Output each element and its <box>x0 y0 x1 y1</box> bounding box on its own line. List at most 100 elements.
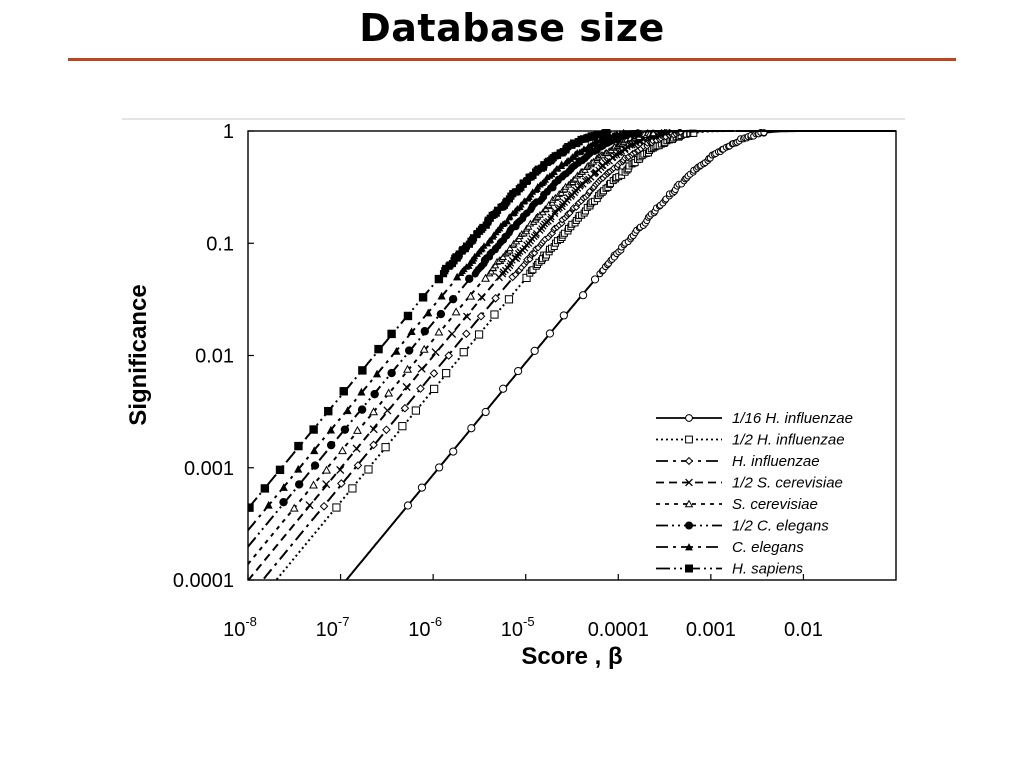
marker-open-diamond <box>444 351 454 360</box>
marker-filled-triangle <box>622 130 630 137</box>
marker-open-square <box>474 330 484 339</box>
legend-label: 1/2 H. influenzae <box>732 432 845 449</box>
marker-open-diamond <box>491 293 500 303</box>
marker-filled-triangle <box>437 291 446 300</box>
marker-open-square <box>411 406 420 415</box>
series-dense-markers <box>439 129 611 278</box>
marker-open-circle <box>481 407 490 417</box>
x-axis-label: Score , β <box>521 643 622 670</box>
legend-item: 1/2 C. elegans <box>656 518 829 535</box>
legend-label: 1/16 H. influenzae <box>732 410 853 427</box>
series-markers <box>279 256 490 507</box>
marker-open-triangle <box>451 307 461 316</box>
marker-filled-square <box>685 564 693 573</box>
marker-open-circle <box>545 329 554 338</box>
marker-open-triangle <box>353 425 362 434</box>
marker-open-square <box>381 443 390 452</box>
marker-cross <box>611 151 619 159</box>
marker-filled-triangle <box>392 347 401 355</box>
legend-item: C. elegans <box>656 539 804 556</box>
marker-open-diamond <box>558 219 566 227</box>
marker-filled-triangle <box>343 406 352 415</box>
legend-label: C. elegans <box>732 539 804 556</box>
marker-filled-circle <box>685 521 693 530</box>
marker-filled-triangle <box>453 272 462 281</box>
y-tick-label: 0.1 <box>206 233 234 255</box>
marker-filled-triangle <box>264 500 273 509</box>
marker-open-triangle <box>466 291 476 300</box>
x-tick-label: 0.0001 <box>588 619 649 641</box>
marker-open-diamond <box>353 461 363 470</box>
marker-open-square <box>364 465 373 474</box>
marker-filled-triangle <box>503 217 511 225</box>
marker-open-diamond <box>337 479 346 488</box>
marker-open-diamond <box>462 329 471 339</box>
marker-open-circle <box>435 463 444 472</box>
y-axis-label: Significance <box>125 284 152 425</box>
marker-open-diamond <box>369 440 378 450</box>
marker-cross <box>352 444 361 453</box>
marker-cross <box>369 425 378 434</box>
marker-open-diamond <box>511 270 520 279</box>
marker-filled-triangle <box>326 425 336 434</box>
marker-cross <box>447 329 457 338</box>
marker-open-triangle <box>649 129 658 137</box>
marker-open-triangle <box>684 499 694 508</box>
marker-filled-circle <box>465 274 474 283</box>
marker-cross <box>663 129 671 136</box>
y-tick-label: 1 <box>223 121 234 143</box>
marker-open-square <box>348 484 357 493</box>
marker-open-circle <box>449 447 458 456</box>
marker-filled-triangle <box>372 369 382 378</box>
marker-cross <box>499 270 507 278</box>
marker-filled-circle <box>326 440 336 450</box>
marker-open-square <box>504 295 514 304</box>
axes: 1 0.1 0.01 0.001 0.0001 10-8 10-7 10-6 10-5 0.000… <box>122 118 905 641</box>
marker-open-square <box>398 422 407 431</box>
marker-filled-triangle <box>310 446 319 455</box>
marker-cross <box>431 348 440 357</box>
x-tick-label: 0.01 <box>784 619 823 641</box>
marker-filled-square <box>358 366 367 375</box>
marker-open-diamond <box>382 425 391 435</box>
legend: 1/16 H. influenzae 1/2 H. influenzae H. in… <box>656 410 853 578</box>
marker-cross <box>581 177 589 185</box>
marker-filled-square <box>387 329 396 339</box>
y-tick-label: 0.0001 <box>173 570 234 592</box>
marker-filled-square <box>451 254 459 262</box>
marker-open-square <box>442 369 451 378</box>
y-tick-label: 0.001 <box>184 458 234 480</box>
marker-open-diamond <box>566 209 574 217</box>
marker-filled-square <box>603 129 611 136</box>
marker-filled-square <box>275 465 285 475</box>
legend-item: 1/2 H. influenzae <box>656 432 845 449</box>
marker-cross <box>402 382 411 392</box>
marker-open-diamond <box>585 187 594 196</box>
marker-filled-triangle <box>294 464 303 473</box>
marker-filled-square <box>248 503 254 512</box>
x-tick-label: 0.001 <box>686 619 736 641</box>
marker-filled-square <box>260 484 270 493</box>
marker-cross <box>551 210 559 218</box>
legend-label: H. sapiens <box>732 561 803 578</box>
marker-filled-square <box>324 406 333 416</box>
marker-open-diamond <box>476 311 486 321</box>
marker-open-triangle <box>419 344 429 353</box>
marker-filled-circle <box>404 346 414 355</box>
plot-area <box>248 129 896 580</box>
marker-filled-triangle <box>407 327 416 336</box>
legend-item: H. influenzae <box>656 453 820 470</box>
series-3 <box>261 129 896 580</box>
marker-filled-circle <box>310 461 320 470</box>
marker-open-triangle <box>322 465 331 474</box>
marker-filled-triangle <box>529 188 537 195</box>
marker-open-diamond <box>416 384 425 393</box>
marker-open-square <box>332 503 341 512</box>
marker-filled-circle <box>420 327 429 336</box>
marker-filled-circle <box>436 309 446 319</box>
marker-cross <box>383 406 392 415</box>
legend-item: 1/2 S. cerevisiae <box>656 475 843 492</box>
marker-open-triangle <box>289 503 299 512</box>
legend-label: 1/2 C. elegans <box>732 518 829 535</box>
marker-cross <box>336 465 345 475</box>
